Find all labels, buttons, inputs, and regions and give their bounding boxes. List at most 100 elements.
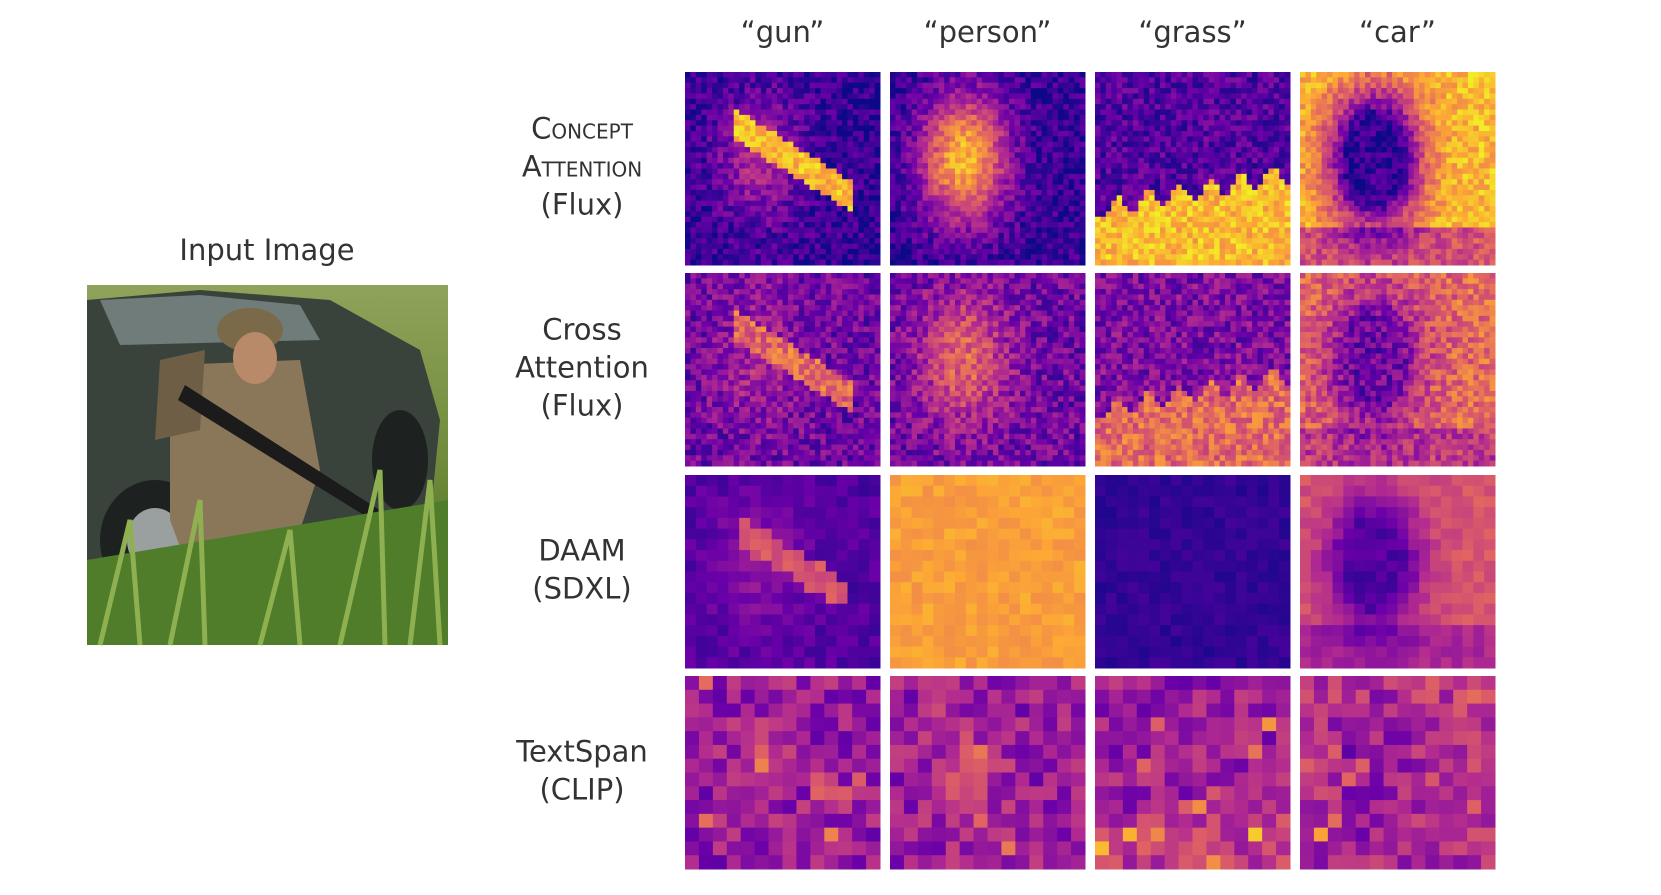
heatmap-cell <box>1036 206 1043 212</box>
heatmap-cell <box>1310 88 1317 94</box>
heatmap-cell <box>1187 248 1193 255</box>
heatmap-cell <box>1057 232 1064 239</box>
heatmap-cell <box>1321 152 1328 159</box>
heatmap-cell <box>1408 104 1415 111</box>
heatmap-cell <box>1225 216 1231 223</box>
heatmap-cell <box>1262 136 1269 143</box>
heatmap-cell <box>987 141 994 148</box>
heatmap-cell <box>982 259 988 266</box>
heatmap-cell <box>1208 114 1215 121</box>
heatmap-cell <box>911 238 918 245</box>
heatmap-cell <box>1219 141 1226 148</box>
heatmap-cell <box>1165 168 1172 175</box>
heatmap-cell <box>1402 130 1409 137</box>
heatmap-cell <box>998 184 1005 191</box>
heatmap-cell <box>965 104 972 111</box>
heatmap-cell <box>842 163 848 169</box>
heatmap-cell <box>809 195 816 202</box>
heatmap-cell <box>1424 82 1431 89</box>
heatmap-cell <box>739 163 746 169</box>
heatmap-cell <box>766 141 773 148</box>
heatmap-cell <box>1036 243 1043 250</box>
heatmap-cell <box>1359 163 1366 169</box>
heatmap-cell <box>1149 195 1156 202</box>
heatmap-cell <box>1165 136 1172 143</box>
heatmap-cell <box>847 179 854 186</box>
heatmap-cell <box>771 189 778 196</box>
heatmap-cell <box>1402 114 1409 121</box>
heatmap-cell <box>1036 238 1043 245</box>
heatmap-cell <box>1489 206 1496 212</box>
heatmap-cell <box>1268 216 1275 223</box>
heatmap-cell <box>1386 88 1393 94</box>
heatmap-cell <box>1273 200 1280 207</box>
heatmap-cell <box>825 232 832 239</box>
heatmap-cell <box>1241 125 1248 132</box>
heatmap-cell <box>949 189 956 196</box>
heatmap-cell <box>1337 125 1344 132</box>
heatmap-cell <box>1020 254 1026 261</box>
heatmap-cell <box>782 136 789 143</box>
heatmap-cell <box>1214 189 1221 196</box>
heatmap-cell <box>911 93 918 100</box>
heatmap-cell <box>1457 211 1463 218</box>
heatmap-cell <box>938 130 945 137</box>
heatmap-cell <box>1116 254 1123 261</box>
heatmap-cell <box>987 168 994 175</box>
heatmap-cell <box>852 222 859 228</box>
heatmap-cell <box>1354 141 1361 148</box>
heatmap-cell <box>1154 211 1161 218</box>
heatmap-cell <box>1402 141 1409 148</box>
heatmap-cell <box>1041 82 1048 89</box>
heatmap-cell <box>863 243 870 250</box>
heatmap-cell <box>804 189 811 196</box>
heatmap-cell <box>1225 93 1231 100</box>
heatmap-cell <box>787 136 794 143</box>
heatmap-cell <box>1327 189 1333 196</box>
heatmap-cell <box>911 104 918 111</box>
heatmap-cell <box>1036 259 1043 266</box>
heatmap-cell <box>1397 216 1404 223</box>
heatmap-cell <box>1181 179 1188 186</box>
heatmap-cell <box>922 211 929 218</box>
heatmap-cell <box>1014 254 1021 261</box>
heatmap-cell <box>804 216 811 223</box>
heatmap-cell <box>1397 72 1404 78</box>
heatmap-cell <box>1197 136 1204 143</box>
heatmap-cell <box>1246 163 1253 169</box>
heatmap-cell <box>911 179 918 186</box>
heatmap-cell <box>895 152 902 159</box>
heatmap-cell <box>1451 98 1458 105</box>
heatmap-cell <box>1446 98 1453 105</box>
heatmap-cell <box>755 243 762 250</box>
heatmap-cell <box>1057 72 1064 78</box>
heatmap-cell <box>1246 206 1253 212</box>
heatmap-cell <box>922 93 929 100</box>
heatmap-cell <box>1187 152 1193 159</box>
heatmap-cell <box>760 157 767 164</box>
heatmap-cell <box>1359 125 1366 132</box>
heatmap-cell <box>1160 211 1166 218</box>
heatmap-cell <box>815 125 821 132</box>
heatmap-cell <box>733 227 740 234</box>
heatmap-cell <box>955 104 961 111</box>
heatmap-cell <box>1473 152 1480 159</box>
heatmap-cell <box>944 195 951 202</box>
heatmap-cell <box>1181 216 1188 223</box>
heatmap-cell <box>933 227 940 234</box>
heatmap-cell <box>1176 125 1183 132</box>
heatmap-cell <box>1143 211 1150 218</box>
heatmap-cell <box>1127 98 1134 105</box>
heatmap-cell <box>771 130 778 137</box>
heatmap-cell <box>1397 82 1404 89</box>
heatmap-cell <box>793 125 800 132</box>
heatmap-cell <box>695 168 702 175</box>
heatmap-cell <box>1235 206 1242 212</box>
heatmap-cell <box>1138 216 1145 223</box>
heatmap-cell <box>712 88 718 94</box>
heatmap-cell <box>1359 189 1366 196</box>
heatmap-cell <box>1457 152 1463 159</box>
heatmap-cell <box>1014 222 1021 228</box>
heatmap-cell <box>793 114 800 121</box>
heatmap-cell <box>1138 130 1145 137</box>
